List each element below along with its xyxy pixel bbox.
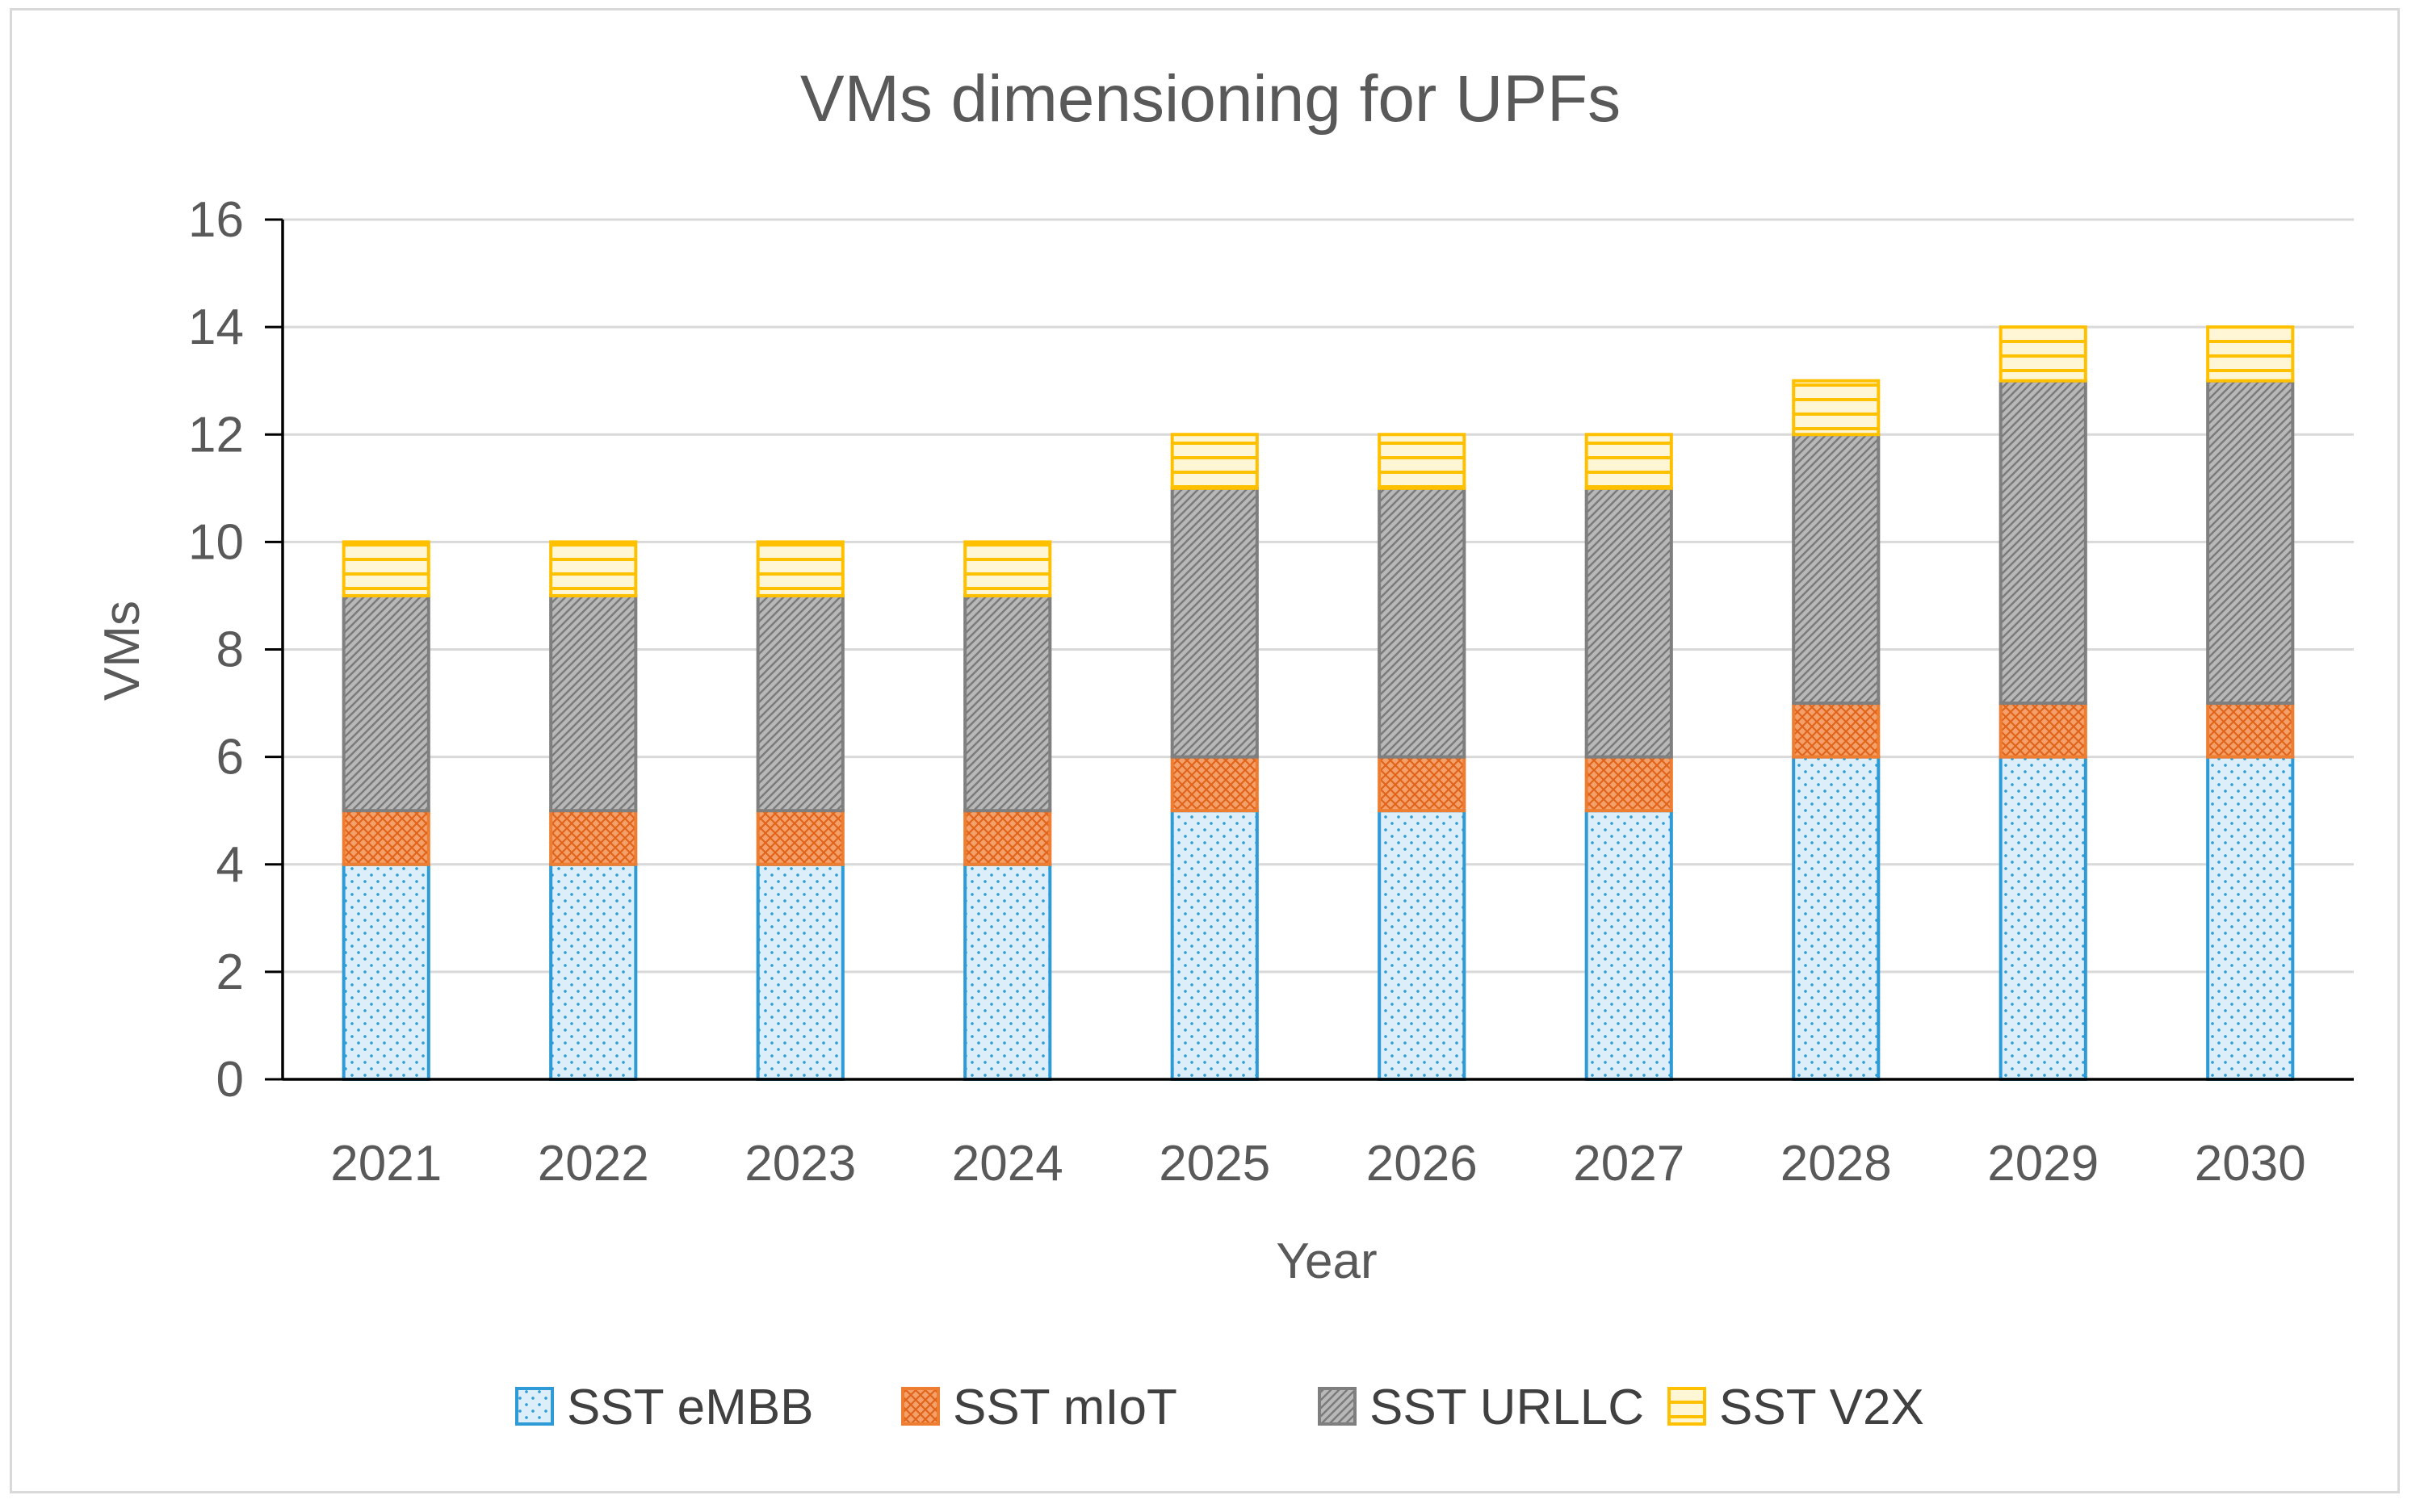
bar-segment-sst-embb-2021 — [342, 862, 430, 1081]
bar-segment-sst-v2x-2029 — [1998, 325, 2087, 383]
bar-segment-sst-embb-2027 — [1584, 809, 1673, 1081]
y-tick-label: 14 — [188, 299, 244, 355]
x-axis-title: Year — [1276, 1233, 1377, 1289]
legend-label: SST URLLC — [1369, 1380, 1644, 1435]
bar-segment-sst-v2x-2025 — [1170, 433, 1259, 490]
bar-segment-sst-miot-2025 — [1170, 755, 1259, 813]
y-tick-label: 4 — [216, 837, 244, 893]
x-tick-label: 2028 — [1780, 1136, 1892, 1192]
bar-segment-sst-miot-2026 — [1378, 755, 1466, 813]
legend-swatch-sst-v2x — [1667, 1387, 1706, 1426]
bar-segment-sst-miot-2023 — [756, 809, 845, 866]
bar-segment-sst-v2x-2022 — [549, 540, 638, 597]
x-tick-label: 2026 — [1366, 1136, 1478, 1192]
bar-segment-sst-miot-2028 — [1792, 702, 1881, 759]
bar-segment-sst-v2x-2021 — [342, 540, 430, 597]
y-axis-title: VMs — [94, 601, 150, 701]
x-tick-label: 2023 — [744, 1136, 856, 1192]
bar-segment-sst-urllc-2028 — [1792, 433, 1881, 706]
bar-segment-sst-miot-2030 — [2206, 702, 2295, 759]
bar-segment-sst-embb-2030 — [2206, 755, 2295, 1081]
bar-segment-sst-miot-2022 — [549, 809, 638, 866]
y-tick-label: 0 — [216, 1052, 244, 1108]
bar-segment-sst-urllc-2023 — [756, 593, 845, 813]
bar-segment-sst-embb-2026 — [1378, 809, 1466, 1081]
bar-segment-sst-miot-2021 — [342, 809, 430, 866]
x-tick-label: 2029 — [1987, 1136, 2099, 1192]
bar-segment-sst-urllc-2026 — [1378, 486, 1466, 759]
x-tick-label: 2025 — [1159, 1136, 1270, 1192]
y-tick-label: 10 — [188, 514, 244, 570]
legend-swatch-sst-miot — [901, 1387, 940, 1426]
y-tick-label: 12 — [188, 407, 244, 463]
legend-label: SST eMBB — [567, 1380, 814, 1435]
bar-segment-sst-embb-2028 — [1792, 755, 1881, 1081]
bar-segment-sst-miot-2024 — [963, 809, 1052, 866]
bar-segment-sst-miot-2029 — [1998, 702, 2087, 759]
y-tick-label: 16 — [188, 192, 244, 248]
legend-swatch-sst-embb — [515, 1387, 554, 1426]
bar-segment-sst-v2x-2027 — [1584, 433, 1673, 490]
bar-segment-sst-urllc-2027 — [1584, 486, 1673, 759]
bar-segment-sst-urllc-2024 — [963, 593, 1052, 813]
legend-label: SST V2X — [1719, 1380, 1924, 1435]
legend-label: SST mIoT — [953, 1380, 1177, 1435]
bar-segment-sst-embb-2025 — [1170, 809, 1259, 1081]
bar-segment-sst-v2x-2023 — [756, 540, 845, 597]
y-tick-label: 8 — [216, 622, 244, 678]
y-tick-label: 6 — [216, 730, 244, 785]
x-tick-label: 2030 — [2195, 1136, 2306, 1192]
bar-segment-sst-v2x-2024 — [963, 540, 1052, 597]
x-tick-label: 2021 — [330, 1136, 442, 1192]
y-tick-labels: 0 2 4 6 8 10 12 14 16 — [188, 192, 283, 1108]
bar-segment-sst-embb-2023 — [756, 862, 845, 1081]
y-tick-label: 2 — [216, 944, 244, 1000]
bar-segment-sst-v2x-2026 — [1378, 433, 1466, 490]
bar-segment-sst-urllc-2025 — [1170, 486, 1259, 759]
bar-segment-sst-miot-2027 — [1584, 755, 1673, 813]
x-tick-label: 2024 — [952, 1136, 1063, 1192]
bar-segment-sst-urllc-2022 — [549, 593, 638, 813]
bar-segment-sst-urllc-2030 — [2206, 379, 2295, 706]
x-tick-label: 2027 — [1573, 1136, 1684, 1192]
legend-swatch-sst-urllc — [1318, 1387, 1357, 1426]
bar-segment-sst-urllc-2021 — [342, 593, 430, 813]
bar-segment-sst-embb-2022 — [549, 862, 638, 1081]
bar-segment-sst-v2x-2028 — [1792, 379, 1881, 437]
bar-segment-sst-urllc-2029 — [1998, 379, 2087, 706]
bar-segment-sst-v2x-2030 — [2206, 325, 2295, 383]
bars — [342, 325, 2295, 1081]
legend: SST eMBB SST mIoT SST URLLC SST V2X — [515, 1380, 1924, 1435]
bar-segment-sst-embb-2029 — [1998, 755, 2087, 1081]
chart-title: VMs dimensioning for UPFs — [800, 62, 1621, 136]
x-tick-labels: 2021 2022 2023 2024 2025 2026 2027 2028 2029 2030 — [330, 1136, 2305, 1192]
bar-segment-sst-embb-2024 — [963, 862, 1052, 1081]
x-tick-label: 2022 — [538, 1136, 649, 1192]
